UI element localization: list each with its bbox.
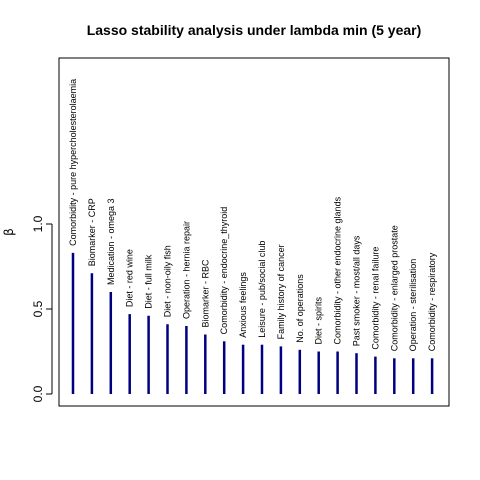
bar-label: Diet - non-oily fish	[163, 245, 173, 317]
y-tick-label: 0.5	[31, 300, 45, 317]
bar-label: No. of operations	[295, 274, 305, 343]
bar-label: Comorbidity - respiratory	[427, 252, 437, 351]
bars: Comorbidity - pure hypercholesterolaemia…	[68, 79, 437, 394]
bar-label: Diet - spirits	[314, 296, 324, 344]
chart-title: Lasso stability analysis under lambda mi…	[87, 22, 422, 38]
y-axis-label: β	[2, 228, 16, 236]
bar-label: Medication - omega 3	[106, 198, 116, 285]
bar-label: Operation - sterilisation	[408, 259, 418, 352]
bar-label: Operation - hernia repair	[181, 221, 191, 319]
bar-label: Comorbidity - renal failure	[370, 247, 380, 350]
bar-label: Comorbidity - pure hypercholesterolaemia	[68, 79, 78, 246]
bar-label: Leisure - pub/social club	[257, 241, 267, 338]
y-tick-label: 0.0	[31, 385, 45, 402]
y-tick-label: 1.0	[31, 215, 45, 232]
bar-label: Comorbidity - endocrine_thyroid	[219, 207, 229, 335]
bar-label: Biomarker - CRP	[87, 198, 97, 266]
bar-label: Comorbidity - enlarged prostate	[389, 225, 399, 351]
bar-label: Biomarker - RBC	[200, 259, 210, 328]
plot-frame	[58, 57, 450, 407]
bar-label: Diet - full milk	[144, 254, 154, 309]
bar-label: Anxious feelings	[238, 272, 248, 338]
bar-label: Diet - red wine	[125, 249, 135, 307]
bar-label: Family history of cancer	[276, 244, 286, 339]
bar-label: Comorbidity - other endocrine glands	[333, 196, 343, 344]
bar-label: Past smoker - most/all days	[352, 235, 362, 346]
y-axis: 0.0 0.5 1.0	[31, 215, 53, 402]
